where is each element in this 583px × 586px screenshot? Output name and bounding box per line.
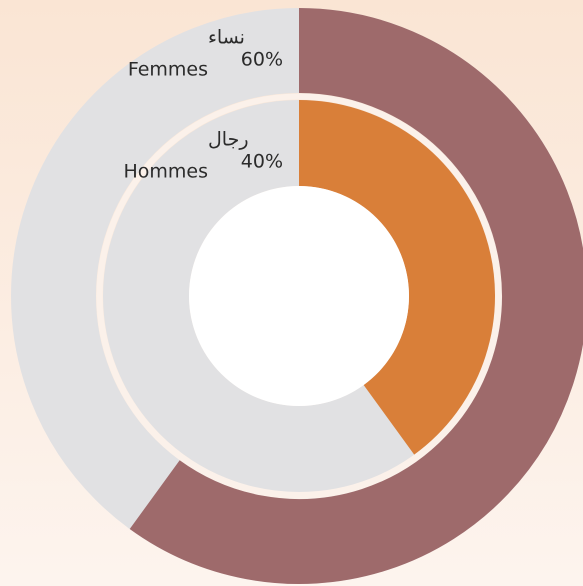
legend-label: Femmes xyxy=(128,59,208,81)
legend-label: Hommes xyxy=(123,161,208,183)
value-label: 60% xyxy=(241,49,283,71)
ring-arc xyxy=(297,100,495,455)
ring-arc xyxy=(129,8,583,584)
series-label: رجال xyxy=(208,129,249,151)
ring-hole xyxy=(189,186,409,406)
ring-separator xyxy=(96,93,502,499)
series-label: نساء xyxy=(208,27,245,49)
value-label: 40% xyxy=(241,151,283,173)
